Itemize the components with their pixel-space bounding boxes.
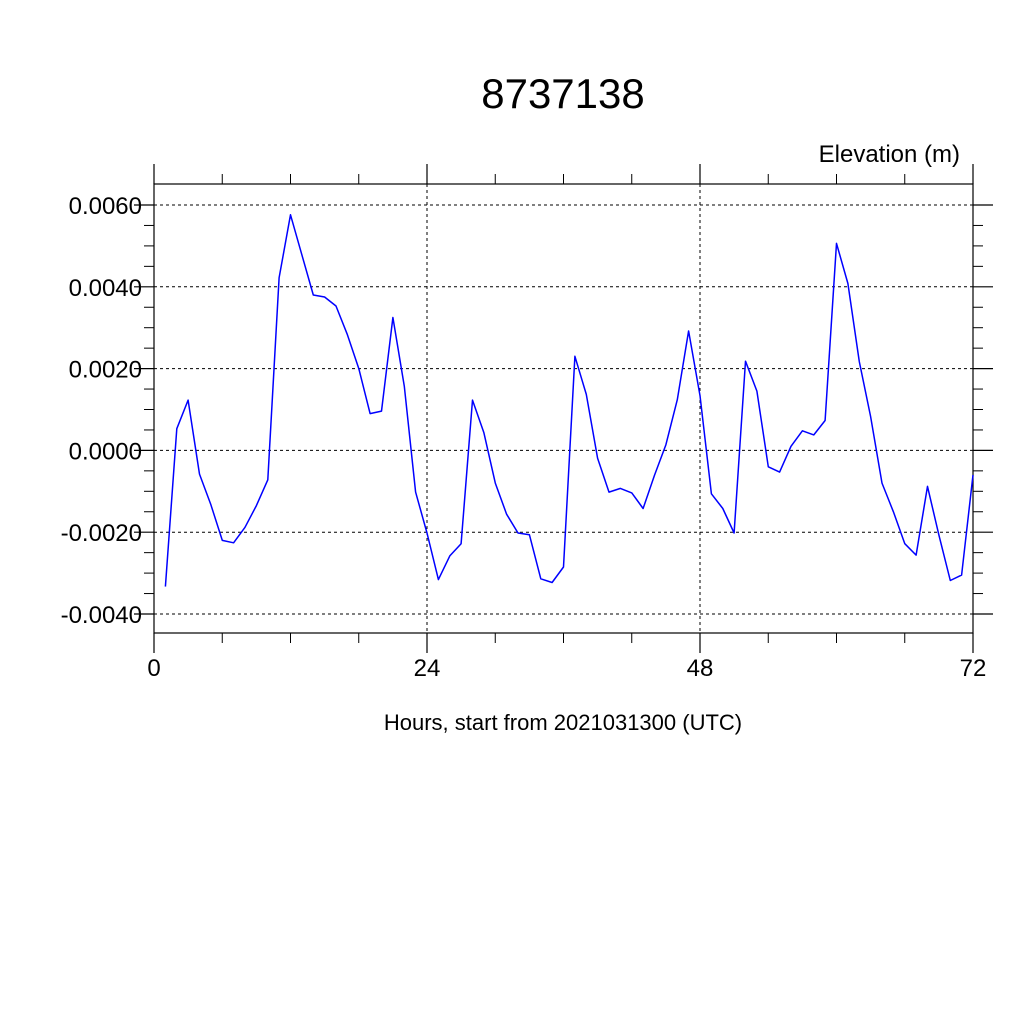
y-tick-label: 0.0040 (69, 275, 142, 302)
x-axis-label: Hours, start from 2021031300 (UTC) (384, 710, 742, 735)
y-tick-label: 0.0060 (69, 193, 142, 220)
elevation-series-line (164, 214, 974, 587)
y-tick-label: -0.0020 (61, 520, 142, 547)
x-tick-label: 48 (687, 655, 714, 682)
y-tick-label: -0.0040 (61, 602, 142, 629)
y-tick-label: 0.0000 (69, 438, 142, 465)
x-tick-label: 72 (960, 655, 987, 682)
y-tick-label: 0.0020 (69, 357, 142, 384)
x-tick-label: 24 (414, 655, 441, 682)
axis-tick-labels: -0.0040 -0.0020 0.0000 0.0020 0.0040 0.0060 0 2… (61, 193, 987, 682)
y-axis-label: Elevation (m) (819, 141, 960, 168)
data-series (164, 214, 974, 587)
x-tick-label: 0 (147, 655, 160, 682)
chart-title: 8737138 (481, 70, 645, 117)
axis-ticks (134, 164, 993, 653)
